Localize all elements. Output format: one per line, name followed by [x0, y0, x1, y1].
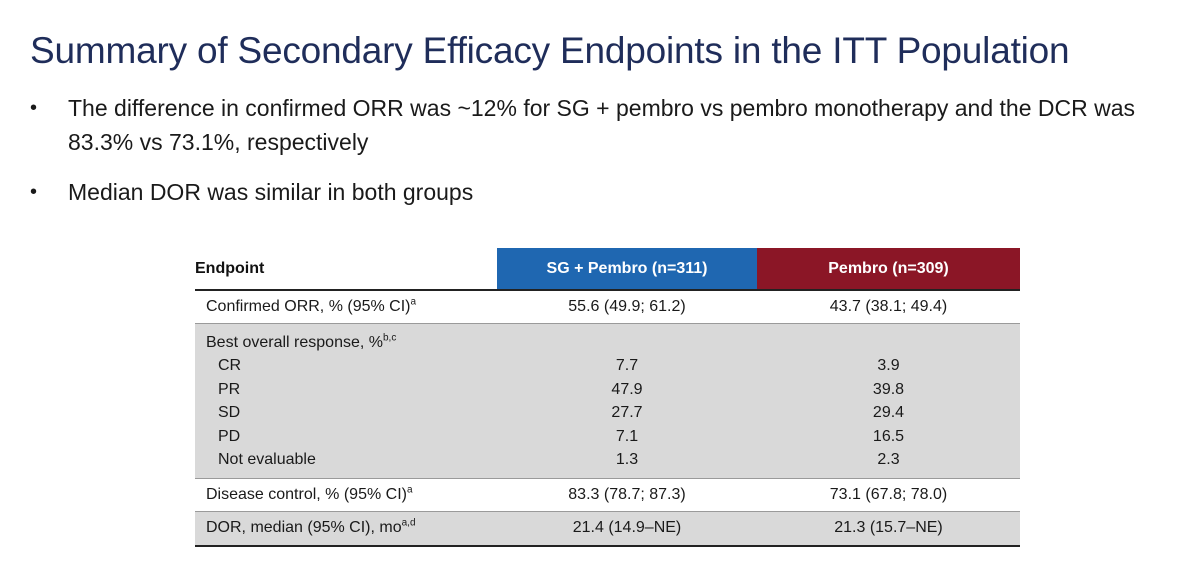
cell-pembro: 3.9 39.8 29.4 16.5 2.3	[757, 323, 1020, 479]
value-cr: 3.9	[877, 357, 900, 374]
row-label: Confirmed ORR, % (95% CI)a	[195, 290, 497, 324]
endpoints-table: Endpoint SG + Pembro (n=311) Pembro (n=3…	[195, 248, 1020, 547]
bor-sublabels: CR PR SD PD Not evaluable	[206, 354, 497, 472]
sub-label-pd: PD	[218, 427, 241, 445]
footnote-marker: b,c	[382, 332, 397, 344]
footnote-marker: a,d	[401, 518, 416, 530]
bullet-text: Median DOR was similar in both groups	[68, 179, 474, 205]
table-row-dor: DOR, median (95% CI), moa,d 21.4 (14.9–N…	[195, 511, 1020, 547]
row-label-text: DOR, median (95% CI), mo	[206, 519, 402, 537]
bullet-list: • The difference in confirmed ORR was ~1…	[30, 91, 1170, 209]
spacer	[497, 331, 757, 354]
header-pembro: Pembro (n=309)	[757, 248, 1020, 291]
value-not-evaluable: 1.3	[615, 451, 639, 469]
bor-heading: Best overall response, %b,c	[206, 331, 497, 354]
footnote-marker: a	[406, 484, 413, 496]
cell-pembro: 21.3 (15.7–NE)	[757, 511, 1020, 547]
table-row-disease-control: Disease control, % (95% CI)a 83.3 (78.7;…	[195, 478, 1020, 512]
sub-label-cr: CR	[218, 357, 242, 374]
bullet-text: The difference in confirmed ORR was ~12%…	[68, 95, 1136, 155]
bullet-dot: •	[30, 181, 38, 203]
cell-sg-pembro: 21.4 (14.9–NE)	[497, 511, 757, 547]
row-label-text: Best overall response, %	[206, 334, 383, 351]
value-pd: 7.1	[615, 427, 639, 445]
sub-label-pr: PR	[218, 380, 241, 398]
value-not-evaluable: 2.3	[877, 451, 900, 469]
cell-sg-pembro: 7.7 47.9 27.7 7.1 1.3	[497, 323, 757, 479]
bullet-item: • Median DOR was similar in both groups	[30, 175, 1170, 209]
header-endpoint: Endpoint	[195, 248, 497, 291]
value-sd: 27.7	[611, 404, 643, 422]
value-pr: 39.8	[872, 380, 905, 398]
value-sd: 29.4	[872, 404, 905, 422]
value-cr: 7.7	[615, 357, 639, 374]
header-sg-pembro: SG + Pembro (n=311)	[497, 248, 757, 291]
cell-pembro: 73.1 (67.8; 78.0)	[757, 478, 1020, 512]
sub-label-not-evaluable: Not evaluable	[218, 451, 316, 469]
table-row-confirmed-orr: Confirmed ORR, % (95% CI)a 55.6 (49.9; 6…	[195, 290, 1020, 324]
row-label: Best overall response, %b,c CR PR SD PD …	[195, 323, 497, 479]
spacer	[757, 331, 1020, 354]
cell-pembro: 43.7 (38.1; 49.4)	[757, 290, 1020, 324]
row-label-text: Disease control, % (95% CI)	[206, 485, 407, 503]
bor-values-sg: 7.7 47.9 27.7 7.1 1.3	[497, 354, 757, 472]
table-header-row: Endpoint SG + Pembro (n=311) Pembro (n=3…	[195, 248, 1020, 291]
bor-values-pembro: 3.9 39.8 29.4 16.5 2.3	[757, 354, 1020, 472]
footnote-marker: a	[410, 296, 417, 308]
value-pd: 16.5	[872, 427, 905, 445]
row-label: DOR, median (95% CI), moa,d	[195, 511, 497, 547]
row-label-text: Confirmed ORR, % (95% CI)	[206, 298, 411, 315]
sub-label-sd: SD	[218, 404, 241, 422]
bullet-dot: •	[30, 97, 38, 119]
value-pr: 47.9	[611, 380, 643, 398]
cell-sg-pembro: 83.3 (78.7; 87.3)	[497, 478, 757, 512]
page-title: Summary of Secondary Efficacy Endpoints …	[30, 30, 1070, 71]
row-label: Disease control, % (95% CI)a	[195, 478, 497, 512]
table-row-best-overall-response: Best overall response, %b,c CR PR SD PD …	[195, 323, 1020, 479]
cell-sg-pembro: 55.6 (49.9; 61.2)	[497, 290, 757, 324]
bullet-item: • The difference in confirmed ORR was ~1…	[30, 91, 1170, 159]
